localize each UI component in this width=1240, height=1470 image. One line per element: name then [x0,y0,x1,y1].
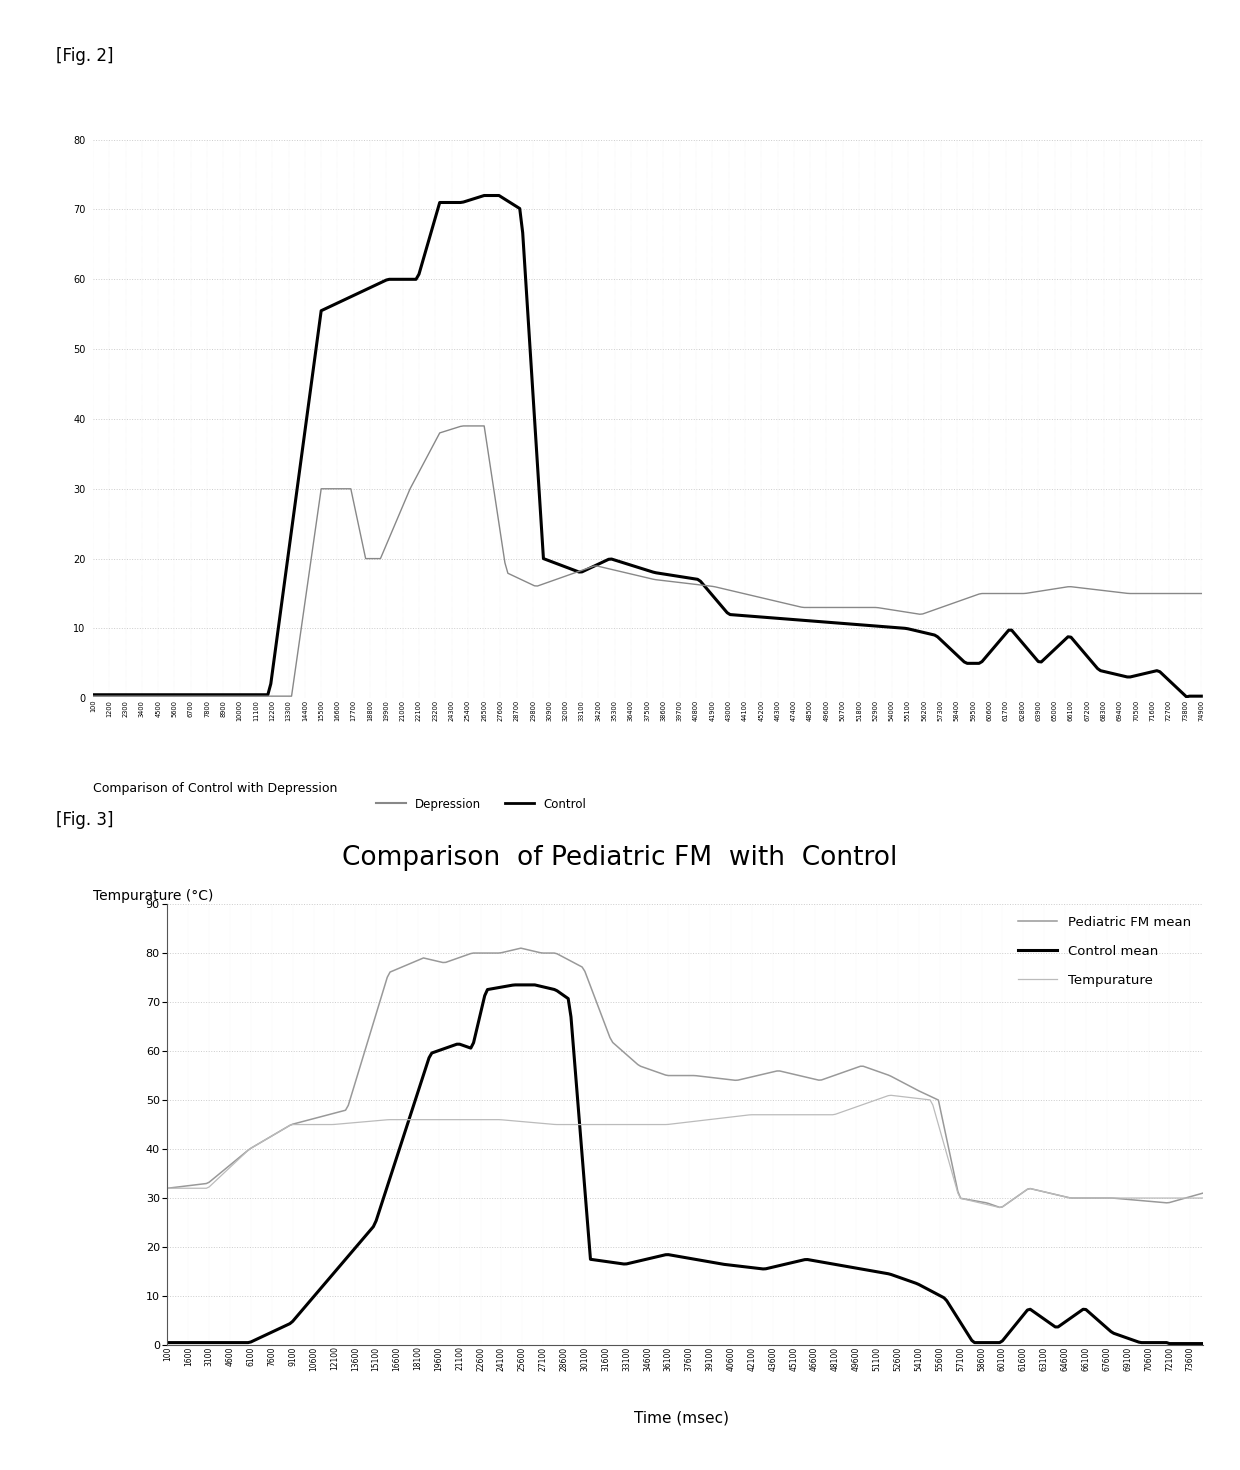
Text: [Fig. 3]: [Fig. 3] [56,811,113,829]
Legend: Depression, Control: Depression, Control [372,792,591,816]
Text: Tempurature (°C): Tempurature (°C) [93,889,213,904]
Text: Time (msec): Time (msec) [635,1411,729,1426]
Text: [Fig. 2]: [Fig. 2] [56,47,113,65]
Text: Comparison  of Pediatric FM  with  Control: Comparison of Pediatric FM with Control [342,845,898,872]
Text: Comparison of Control with Depression: Comparison of Control with Depression [93,782,337,795]
Legend: Pediatric FM mean, Control mean, Tempurature: Pediatric FM mean, Control mean, Tempura… [1012,910,1197,992]
